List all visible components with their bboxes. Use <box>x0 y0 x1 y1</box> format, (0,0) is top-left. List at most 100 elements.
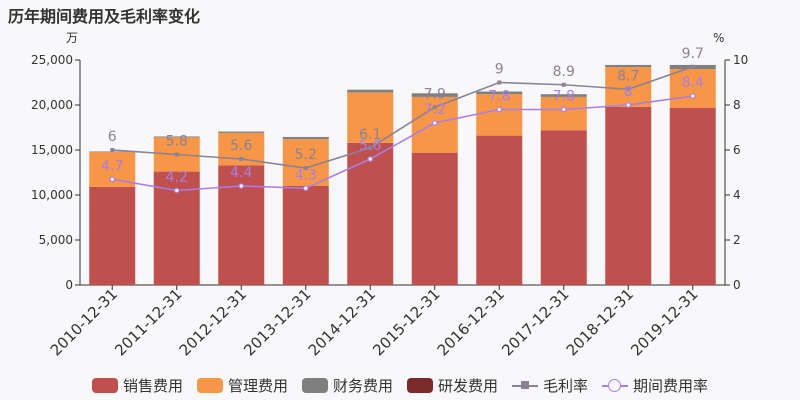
legend-label: 财务费用 <box>332 376 393 395</box>
point-gross-margin <box>561 82 566 87</box>
legend-line-symbol <box>512 378 539 393</box>
legend-swatch <box>301 377 328 393</box>
x-tick-label: 2014-12-31 <box>305 285 379 359</box>
legend-label: 研发费用 <box>438 376 499 395</box>
y-left-tick-label: 0 <box>65 278 73 292</box>
legend-marker <box>521 380 530 389</box>
y-left-tick-label: 15,000 <box>31 143 73 157</box>
bars-layer <box>89 64 716 285</box>
x-tick-label: 2010-12-31 <box>47 285 121 359</box>
data-label-gross-margin: 5.6 <box>230 138 252 154</box>
point-gross-margin <box>690 64 695 69</box>
x-tick-label: 2018-12-31 <box>563 285 637 359</box>
point-gross-margin <box>239 157 244 161</box>
legend-label: 期间费用率 <box>633 376 709 395</box>
y-right-tick-label: 2 <box>733 233 741 247</box>
legend-swatch <box>407 377 433 393</box>
data-label-gross-margin: 6 <box>108 129 117 145</box>
bar-segment-finance <box>153 136 200 138</box>
bar-segment-sales <box>476 135 523 285</box>
data-label-gross-margin: 5.8 <box>166 134 188 150</box>
point-expense-rate <box>689 93 696 99</box>
data-label-expense-rate: 4.7 <box>101 158 123 174</box>
legend-line-symbol <box>602 378 629 393</box>
point-expense-rate <box>560 106 567 113</box>
y-right-tick-label: 4 <box>733 188 741 202</box>
data-label-gross-margin: 8.7 <box>617 68 639 84</box>
data-label-gross-margin: 9.7 <box>682 46 704 62</box>
legend-swatch <box>196 377 223 393</box>
point-gross-margin <box>303 166 308 170</box>
point-expense-rate <box>625 102 632 108</box>
data-label-expense-rate: 5.6 <box>359 138 381 154</box>
x-tick-label: 2011-12-31 <box>111 285 185 359</box>
legend-label: 毛利率 <box>543 376 589 395</box>
bar-segment-finance <box>540 94 587 97</box>
point-gross-margin <box>368 145 373 150</box>
legend-item-finance[interactable]: 财务费用 <box>301 375 393 396</box>
x-tick-label: 2017-12-31 <box>498 285 572 359</box>
x-tick-label: 2012-12-31 <box>176 285 250 359</box>
x-tick-label: 2019-12-31 <box>627 285 701 359</box>
bar-segment-sales <box>540 130 587 285</box>
y-right-tick-label: 6 <box>733 143 741 157</box>
point-expense-rate <box>173 187 180 194</box>
point-expense-rate <box>238 183 245 189</box>
bar-segment-finance <box>411 93 458 97</box>
x-tick-label: 2016-12-31 <box>434 285 508 359</box>
y-axis-left-unit: 万 <box>66 31 78 45</box>
y-left-tick-label: 20,000 <box>31 98 73 112</box>
bar-segment-admin <box>347 92 394 143</box>
bar-segment-sales <box>282 186 329 285</box>
legend-label: 管理费用 <box>227 376 288 395</box>
point-gross-margin <box>626 87 631 92</box>
legend-marker <box>608 378 622 392</box>
bar-segment-finance <box>347 89 394 93</box>
bar-segment-sales <box>89 186 136 285</box>
labels-layer: 6 5.8 5.6 5.2 6.1 7.9 9 8.9 8.7 9.7 4.7 4.2 4.4 4.3 5.… <box>101 46 704 186</box>
y-right-tick-label: 0 <box>733 278 741 292</box>
legend-item-rnd[interactable]: 研发费用 <box>407 375 498 396</box>
bar-segment-sales <box>411 152 458 285</box>
y-left-tick-label: 25,000 <box>31 53 73 67</box>
data-label-gross-margin: 8.9 <box>553 64 575 80</box>
chart-title: 历年期间费用及毛利率变化 <box>8 7 201 26</box>
data-label-gross-margin: 5.2 <box>295 147 317 163</box>
line-gross-margin <box>112 65 694 169</box>
legend-item-gross-margin[interactable]: 毛利率 <box>512 375 588 396</box>
lines-layer <box>109 64 696 194</box>
legend: 销售费用 管理费用 财务费用 研发费用 毛利率 期间费用率 <box>0 372 800 398</box>
bar-segment-sales <box>605 106 652 285</box>
y-axis-right-unit: % <box>713 31 724 45</box>
data-label-expense-rate: 8.4 <box>682 75 704 91</box>
data-label-gross-margin: 9 <box>495 62 504 78</box>
point-expense-rate <box>109 176 116 183</box>
point-expense-rate <box>367 156 374 162</box>
legend-item-expense-rate[interactable]: 期间费用率 <box>602 375 708 396</box>
point-expense-rate <box>431 120 438 126</box>
legend-item-sales[interactable]: 销售费用 <box>91 375 183 396</box>
bar-segment-admin <box>476 94 523 136</box>
line-expense-rate <box>112 95 693 192</box>
y-right-tick-label: 10 <box>733 53 748 67</box>
data-label-expense-rate: 4.4 <box>230 165 252 181</box>
bar-segment-admin <box>669 69 716 108</box>
x-tick-label: 2015-12-31 <box>369 285 443 359</box>
bar-segment-sales <box>347 142 394 285</box>
bar-segment-finance <box>605 64 652 68</box>
y-left-tick-label: 10,000 <box>31 188 73 202</box>
bar-segment-admin <box>540 96 587 131</box>
bar-segment-admin <box>605 67 652 107</box>
x-tick-label: 2013-12-31 <box>240 285 314 359</box>
point-expense-rate <box>302 185 309 192</box>
bar-segment-finance <box>476 91 523 95</box>
legend-item-admin[interactable]: 管理费用 <box>196 375 288 396</box>
data-label-expense-rate: 7.2 <box>424 102 446 118</box>
point-gross-margin <box>174 152 179 157</box>
data-label-gross-margin: 6.1 <box>359 127 381 143</box>
point-gross-margin <box>432 105 437 110</box>
bar-segment-sales <box>669 107 716 285</box>
data-label-expense-rate: 7.8 <box>553 89 575 105</box>
data-label-expense-rate: 8 <box>624 84 633 100</box>
